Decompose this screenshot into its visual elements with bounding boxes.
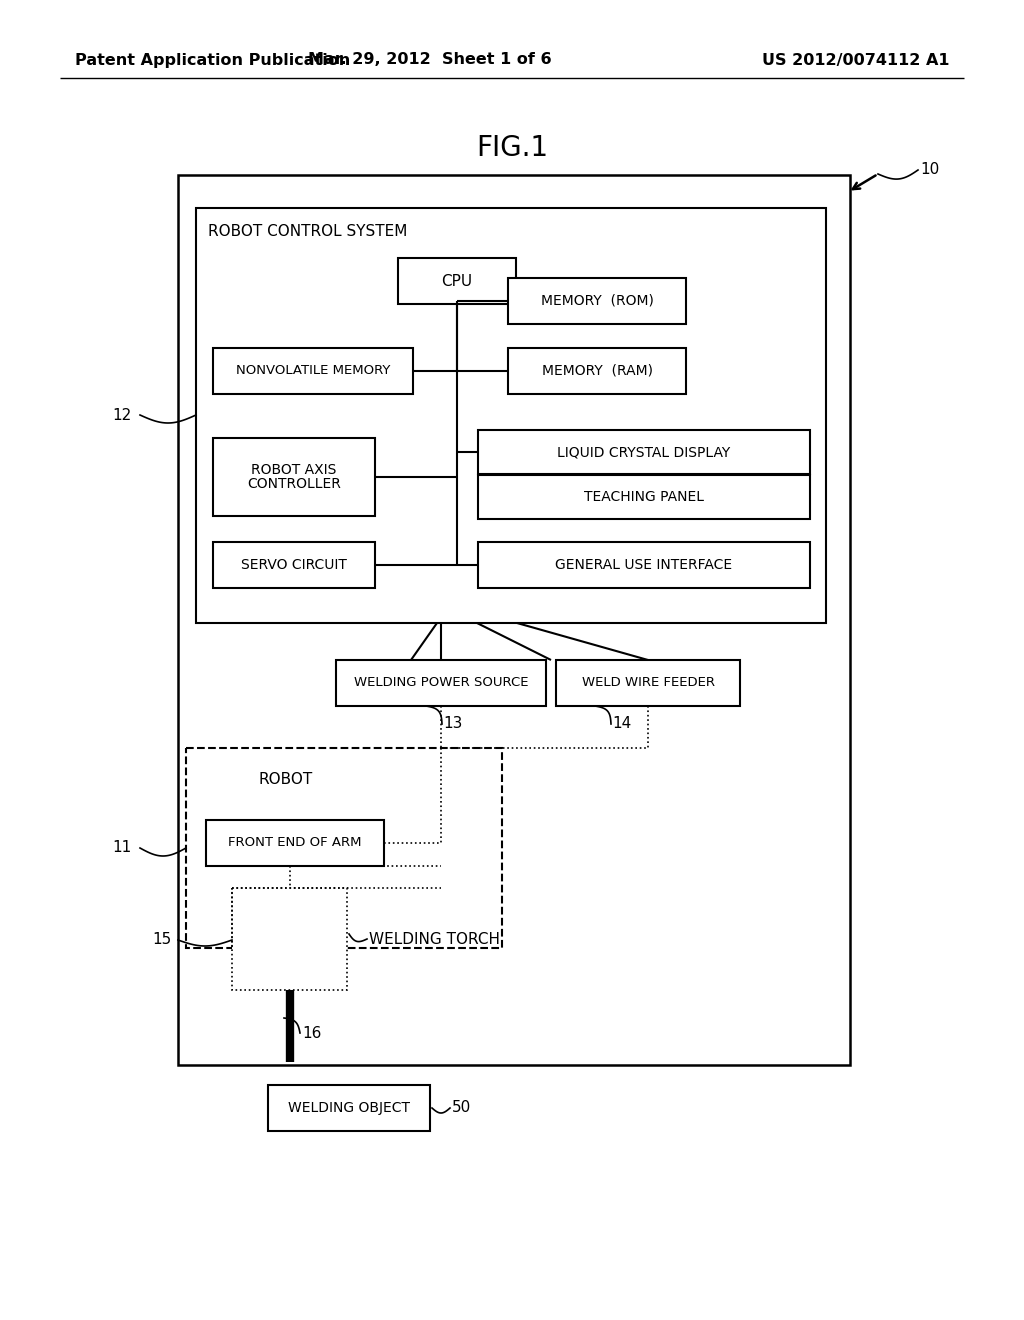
Text: ROBOT CONTROL SYSTEM: ROBOT CONTROL SYSTEM	[208, 224, 408, 239]
Bar	[268, 1085, 430, 1131]
Text: 13: 13	[443, 717, 463, 731]
Text: WELDING TORCH: WELDING TORCH	[369, 932, 500, 946]
Bar	[508, 279, 686, 323]
Text: Patent Application Publication: Patent Application Publication	[75, 53, 350, 67]
Text: WELD WIRE FEEDER: WELD WIRE FEEDER	[582, 676, 715, 689]
Bar	[178, 176, 850, 1065]
Bar	[478, 543, 810, 587]
Text: 10: 10	[920, 162, 939, 177]
Text: WELDING OBJECT: WELDING OBJECT	[288, 1101, 410, 1115]
Bar	[478, 475, 810, 519]
Text: MEMORY  (ROM): MEMORY (ROM)	[541, 294, 653, 308]
Text: SERVO CIRCUIT: SERVO CIRCUIT	[241, 558, 347, 572]
Bar	[206, 820, 384, 866]
Text: 50: 50	[452, 1101, 471, 1115]
Text: 15: 15	[152, 932, 171, 948]
Text: GENERAL USE INTERFACE: GENERAL USE INTERFACE	[555, 558, 732, 572]
Text: Mar. 29, 2012  Sheet 1 of 6: Mar. 29, 2012 Sheet 1 of 6	[308, 53, 552, 67]
Text: ROBOT: ROBOT	[259, 772, 313, 788]
Text: WELDING POWER SOURCE: WELDING POWER SOURCE	[353, 676, 528, 689]
Text: US 2012/0074112 A1: US 2012/0074112 A1	[763, 53, 950, 67]
Bar	[336, 660, 546, 706]
Bar	[508, 348, 686, 393]
Bar	[232, 888, 347, 990]
Bar	[478, 430, 810, 474]
Bar	[213, 438, 375, 516]
Bar	[213, 348, 413, 393]
Text: ROBOT AXIS: ROBOT AXIS	[251, 462, 337, 477]
Text: FIG.1: FIG.1	[476, 135, 548, 162]
Text: 12: 12	[112, 408, 131, 422]
Bar	[186, 748, 502, 948]
Text: FRONT END OF ARM: FRONT END OF ARM	[228, 837, 361, 850]
Bar	[556, 660, 740, 706]
Text: CPU: CPU	[441, 273, 472, 289]
Text: NONVOLATILE MEMORY: NONVOLATILE MEMORY	[236, 364, 390, 378]
Text: 16: 16	[302, 1026, 322, 1040]
Bar	[213, 543, 375, 587]
Text: 14: 14	[612, 717, 631, 731]
Text: 11: 11	[112, 841, 131, 855]
Text: TEACHING PANEL: TEACHING PANEL	[584, 490, 705, 504]
Bar	[398, 257, 516, 304]
Text: MEMORY  (RAM): MEMORY (RAM)	[542, 364, 652, 378]
Bar	[196, 209, 826, 623]
Text: CONTROLLER: CONTROLLER	[247, 478, 341, 491]
Text: LIQUID CRYSTAL DISPLAY: LIQUID CRYSTAL DISPLAY	[557, 445, 731, 459]
